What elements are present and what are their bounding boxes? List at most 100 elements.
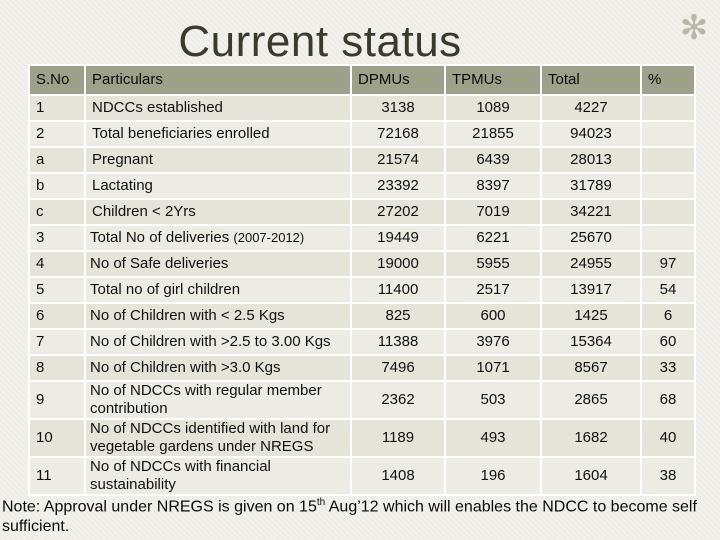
footnote-text-start: Note: Approval under NREGS is given on 1… bbox=[2, 498, 317, 516]
table-row: 6 No of Children with < 2.5 Kgs 825 600 … bbox=[28, 302, 696, 330]
cell-sno: 10 bbox=[28, 418, 86, 458]
table-header-row: S.No Particulars DPMUs TPMUs Total % bbox=[28, 64, 696, 96]
cell-total: 25670 bbox=[540, 224, 642, 252]
status-table: S.No Particulars DPMUs TPMUs Total % 1 N… bbox=[28, 64, 696, 496]
cell-sno: 5 bbox=[28, 276, 86, 304]
cell-particulars: Total no of girl children bbox=[84, 276, 352, 304]
cell-dpmus: 11388 bbox=[350, 328, 446, 356]
cell-dpmus: 19449 bbox=[350, 224, 446, 252]
decorative-star-icon: ✻ bbox=[679, 9, 709, 47]
cell-total: 28013 bbox=[540, 146, 642, 174]
cell-tpmus: 503 bbox=[444, 380, 542, 420]
cell-total: 31789 bbox=[540, 172, 642, 200]
table-row: c Children < 2Yrs 27202 7019 34221 bbox=[28, 198, 696, 226]
cell-percent bbox=[640, 94, 696, 122]
cell-tpmus: 1089 bbox=[444, 94, 542, 122]
table-row: b Lactating 23392 8397 31789 bbox=[28, 172, 696, 200]
cell-total: 15364 bbox=[540, 328, 642, 356]
cell-particulars: No of Children with < 2.5 Kgs bbox=[84, 302, 352, 330]
cell-particulars: No of NDCCs identified with land for veg… bbox=[84, 418, 352, 458]
table-row: 8 No of Children with >3.0 Kgs 7496 1071… bbox=[28, 354, 696, 382]
footnote: Note: Approval under NREGS is given on 1… bbox=[2, 493, 718, 537]
cell-total: 34221 bbox=[540, 198, 642, 226]
cell-total: 94023 bbox=[540, 120, 642, 148]
cell-percent bbox=[640, 146, 696, 174]
cell-particulars: No of Children with >2.5 to 3.00 Kgs bbox=[84, 328, 352, 356]
cell-sno: 7 bbox=[28, 328, 86, 356]
cell-total: 24955 bbox=[540, 250, 642, 278]
cell-percent: 6 bbox=[640, 302, 696, 330]
cell-sno: a bbox=[28, 146, 86, 174]
cell-tpmus: 1071 bbox=[444, 354, 542, 382]
table-row: 5 Total no of girl children 11400 2517 1… bbox=[28, 276, 696, 304]
cell-percent: 60 bbox=[640, 328, 696, 356]
footnote-text-end: Aug’12 which will enables the NDCC to be… bbox=[2, 498, 697, 536]
table-row: 7 No of Children with >2.5 to 3.00 Kgs 1… bbox=[28, 328, 696, 356]
cell-dpmus: 27202 bbox=[350, 198, 446, 226]
cell-total: 4227 bbox=[540, 94, 642, 122]
table-row: 9 No of NDCCs with regular member contri… bbox=[28, 380, 696, 420]
page-title: Current status bbox=[178, 17, 462, 66]
cell-dpmus: 1189 bbox=[350, 418, 446, 458]
cell-tpmus: 6439 bbox=[444, 146, 542, 174]
cell-tpmus: 5955 bbox=[444, 250, 542, 278]
cell-dpmus: 21574 bbox=[350, 146, 446, 174]
cell-percent bbox=[640, 172, 696, 200]
header-particulars: Particulars bbox=[84, 64, 352, 96]
cell-percent: 38 bbox=[640, 456, 696, 496]
particulars-period: (2007-2012) bbox=[233, 230, 305, 245]
cell-dpmus: 72168 bbox=[350, 120, 446, 148]
cell-tpmus: 600 bbox=[444, 302, 542, 330]
cell-tpmus: 7019 bbox=[444, 198, 542, 226]
table-row: 4 No of Safe deliveries 19000 5955 24955… bbox=[28, 250, 696, 278]
cell-tpmus: 493 bbox=[444, 418, 542, 458]
header-sno: S.No bbox=[28, 64, 86, 96]
cell-dpmus: 11400 bbox=[350, 276, 446, 304]
header-dpmus: DPMUs bbox=[350, 64, 446, 96]
cell-dpmus: 19000 bbox=[350, 250, 446, 278]
cell-tpmus: 8397 bbox=[444, 172, 542, 200]
cell-percent bbox=[640, 120, 696, 148]
table-row: 1 NDCCs established 3138 1089 4227 bbox=[28, 94, 696, 122]
cell-dpmus: 23392 bbox=[350, 172, 446, 200]
cell-tpmus: 6221 bbox=[444, 224, 542, 252]
cell-total: 8567 bbox=[540, 354, 642, 382]
cell-dpmus: 1408 bbox=[350, 456, 446, 496]
cell-dpmus: 825 bbox=[350, 302, 446, 330]
cell-total: 1425 bbox=[540, 302, 642, 330]
cell-total: 1604 bbox=[540, 456, 642, 496]
cell-particulars: No of NDCCs with regular member contribu… bbox=[84, 380, 352, 420]
cell-total: 2865 bbox=[540, 380, 642, 420]
cell-percent bbox=[640, 224, 696, 252]
cell-total: 1682 bbox=[540, 418, 642, 458]
table-row: a Pregnant 21574 6439 28013 bbox=[28, 146, 696, 174]
table-row: 3 Total No of deliveries (2007-2012) 194… bbox=[28, 224, 696, 252]
cell-sno: 6 bbox=[28, 302, 86, 330]
cell-dpmus: 7496 bbox=[350, 354, 446, 382]
cell-particulars: No of NDCCs with financial sustainabilit… bbox=[84, 456, 352, 496]
table-row: 11 No of NDCCs with financial sustainabi… bbox=[28, 456, 696, 496]
cell-sno: 11 bbox=[28, 456, 86, 496]
table-row: 2 Total beneficiaries enrolled 72168 218… bbox=[28, 120, 696, 148]
cell-percent: 40 bbox=[640, 418, 696, 458]
cell-tpmus: 196 bbox=[444, 456, 542, 496]
cell-sno: b bbox=[28, 172, 86, 200]
cell-tpmus: 2517 bbox=[444, 276, 542, 304]
cell-particulars: No of Children with >3.0 Kgs bbox=[84, 354, 352, 382]
cell-percent: 97 bbox=[640, 250, 696, 278]
cell-sno: c bbox=[28, 198, 86, 226]
cell-particulars: Total No of deliveries (2007-2012) bbox=[84, 224, 352, 252]
header-percent: % bbox=[640, 64, 696, 96]
cell-percent bbox=[640, 198, 696, 226]
cell-sno: 2 bbox=[28, 120, 86, 148]
cell-particulars: Children < 2Yrs bbox=[84, 198, 352, 226]
cell-tpmus: 3976 bbox=[444, 328, 542, 356]
cell-tpmus: 21855 bbox=[444, 120, 542, 148]
cell-sno: 9 bbox=[28, 380, 86, 420]
cell-percent: 33 bbox=[640, 354, 696, 382]
cell-particulars: No of Safe deliveries bbox=[84, 250, 352, 278]
footnote-superscript: th bbox=[316, 497, 326, 508]
particulars-text: Total No of deliveries bbox=[90, 229, 234, 246]
cell-sno: 8 bbox=[28, 354, 86, 382]
cell-particulars: Lactating bbox=[84, 172, 352, 200]
